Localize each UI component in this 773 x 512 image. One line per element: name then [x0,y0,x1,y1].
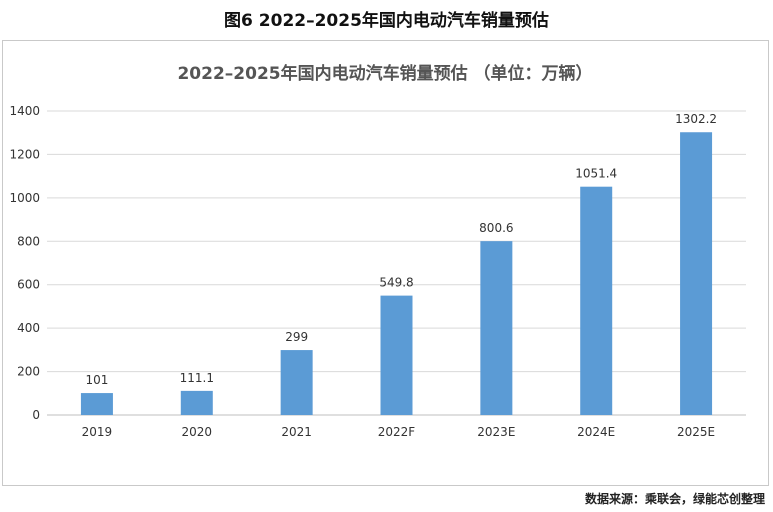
bar-chart: 2022–2025年国内电动汽车销量预估 （单位：万辆） 0 200 400 600 8… [9,63,746,439]
y-tick-label: 1200 [9,147,40,161]
x-tick-label: 2025E [677,425,715,439]
y-tick-label: 200 [17,365,40,379]
data-label: 1051.4 [575,167,617,181]
x-tick-label: 2020 [182,425,213,439]
data-label: 299 [285,330,308,344]
bar [380,295,413,415]
data-label: 549.8 [379,276,413,290]
source-note: 数据来源：乘联会，绿能芯创整理 [584,492,765,506]
figure-title: 图6 2022–2025年国内电动汽车销量预估 [224,11,549,31]
bar [480,241,513,415]
y-tick-label: 600 [17,278,40,292]
y-tick-label: 400 [17,321,40,335]
y-tick-label: 1400 [9,104,40,118]
data-label: 1302.2 [675,112,717,126]
data-label: 111.1 [180,371,214,385]
data-label: 800.6 [479,221,513,235]
x-tick-label: 2022F [378,425,416,439]
bar [580,186,613,415]
y-tick-label: 800 [17,234,40,248]
chart-title: 2022–2025年国内电动汽车销量预估 （单位：万辆） [177,63,592,84]
x-tick-label: 2021 [281,425,312,439]
y-tick-label: 1000 [9,191,40,205]
chart-container: 2022–2025年国内电动汽车销量预估 （单位：万辆） 0 200 400 600 8… [2,40,769,486]
data-label: 101 [85,373,108,387]
bar [680,132,713,415]
x-tick-label: 2024E [577,425,615,439]
bar [180,390,213,415]
x-tick-label: 2023E [477,425,515,439]
bar [280,350,313,415]
y-tick-label: 0 [32,408,40,422]
x-tick-label: 2019 [82,425,113,439]
bar [80,393,113,415]
